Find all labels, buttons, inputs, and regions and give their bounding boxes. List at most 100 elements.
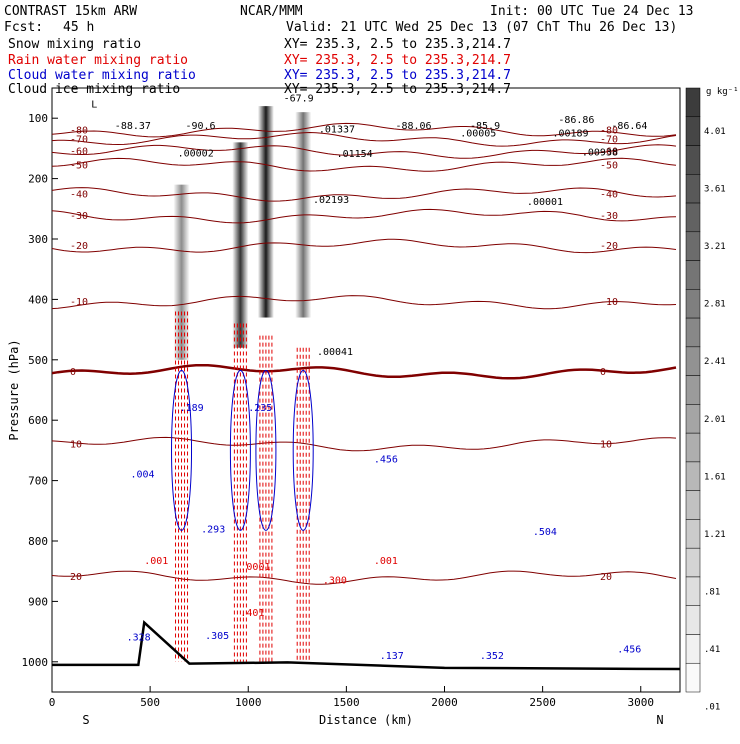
colorbar-unit: g kg⁻¹ bbox=[706, 87, 739, 97]
contour-annotation: .01154 bbox=[337, 149, 373, 160]
contour-annotation: .235 bbox=[248, 403, 272, 414]
contour-annotation: .305 bbox=[205, 631, 229, 642]
contour-annotation: -86.64 bbox=[611, 121, 647, 132]
isotherm-line bbox=[52, 363, 677, 380]
colorbar-tick-label: .01 bbox=[704, 702, 720, 712]
contour-annotation: .456 bbox=[374, 454, 398, 465]
field-range-rain: XY= 235.3, 2.5 to 235.3,214.7 bbox=[284, 53, 511, 68]
field-name-snow: Snow mixing ratio bbox=[8, 37, 141, 52]
fcst-label: Fcst: bbox=[4, 20, 43, 35]
valid-time: Valid: 21 UTC Wed 25 Dec 13 (07 ChT Thu … bbox=[286, 20, 677, 35]
isotherm-label: -50 bbox=[600, 160, 618, 171]
colorbar-segment bbox=[685, 432, 701, 463]
contour-annotation: -86.86 bbox=[558, 115, 594, 126]
isotherm-label: -40 bbox=[600, 189, 618, 200]
colorbar-tick-label: 3.21 bbox=[704, 242, 726, 252]
x-end-label-right: N bbox=[656, 713, 663, 727]
isotherm-line bbox=[52, 238, 677, 254]
model-title: CONTRAST 15km ARW bbox=[4, 4, 137, 19]
isotherm-label: -30 bbox=[70, 211, 88, 222]
x-end-label-left: S bbox=[82, 713, 89, 727]
isotherm-label: -60 bbox=[600, 146, 618, 157]
y-tick-label: 700 bbox=[28, 475, 48, 488]
field-name-rain: Rain water mixing ratio bbox=[8, 53, 188, 68]
isotherm-label: -10 bbox=[600, 297, 618, 308]
isotherm-label: -50 bbox=[70, 160, 88, 171]
field-range-snow: XY= 235.3, 2.5 to 235.3,214.7 bbox=[284, 37, 511, 52]
colorbar-tick-label: 2.01 bbox=[704, 415, 726, 425]
colorbar-tick-label: .41 bbox=[704, 645, 720, 655]
isotherm-label: 0 bbox=[70, 367, 76, 378]
colorbar-segment bbox=[685, 662, 701, 693]
colorbar-segment bbox=[685, 174, 701, 204]
colorbar-segment bbox=[685, 317, 701, 348]
isotherm-label: -70 bbox=[600, 134, 618, 145]
isotherm-label: -20 bbox=[70, 241, 88, 252]
colorbar-segment bbox=[685, 87, 701, 118]
colorbar-segment bbox=[685, 519, 701, 549]
isotherm-label: 10 bbox=[70, 439, 82, 450]
colorbar-segment bbox=[685, 461, 701, 491]
y-tick-label: 200 bbox=[28, 173, 48, 186]
isotherm-line bbox=[52, 295, 677, 310]
isotherm-label: 20 bbox=[70, 572, 82, 583]
snow-shading-column bbox=[257, 106, 274, 318]
init-time: Init: 00 UTC Tue 24 Dec 13 bbox=[490, 4, 694, 19]
plot-area: -80 -80-70 -70-60 -60-50 -50-40 -40-30 -30-20-… bbox=[52, 93, 680, 671]
contour-annotation: -67.9 bbox=[284, 93, 314, 104]
isotherm-line bbox=[52, 157, 677, 172]
contour-annotation: .00002 bbox=[178, 148, 214, 159]
x-axis-title: Distance (km) bbox=[319, 713, 413, 727]
terrain-line bbox=[52, 620, 680, 671]
colorbar-tick-label: .81 bbox=[704, 587, 720, 597]
colorbar-tick-label: 4.01 bbox=[704, 127, 726, 137]
contour-annotation: .01337 bbox=[319, 125, 355, 136]
colorbar: 4.01 3.61 3.21 2.81 2.41 2.01 1.61 1.21 .81 .41 .0… bbox=[685, 87, 726, 712]
x-tick-label: 2000 bbox=[431, 696, 458, 709]
isotherm-label: 10 bbox=[600, 439, 612, 450]
contour-annotation: .001 bbox=[144, 556, 168, 567]
x-tick-label: 2500 bbox=[529, 696, 556, 709]
contour-annotation: .0001 bbox=[240, 562, 270, 573]
contour-annotation: .001 bbox=[374, 556, 398, 567]
isotherm-label: 0 bbox=[600, 367, 606, 378]
isotherm-line bbox=[52, 208, 677, 224]
contour-annotation: -85.9 bbox=[470, 121, 500, 132]
isotherm-line bbox=[52, 187, 677, 202]
isotherm-label: -30 bbox=[600, 211, 618, 222]
isotherm-line bbox=[52, 570, 677, 585]
isotherm-label: 20 bbox=[600, 572, 612, 583]
contour-annotation: .456 bbox=[617, 645, 641, 656]
colorbar-tick-label: 2.41 bbox=[704, 357, 726, 367]
cloud-water-contour bbox=[292, 369, 314, 531]
snow-shading-column bbox=[173, 184, 190, 360]
contour-annotation: .352 bbox=[480, 651, 504, 662]
isotherm-label: -80 bbox=[70, 125, 88, 136]
isotherm-label: -20 bbox=[600, 241, 618, 252]
contour-annotation: .328 bbox=[127, 633, 151, 644]
contour-annotation: .004 bbox=[131, 470, 155, 481]
colorbar-segment bbox=[685, 547, 701, 578]
isotherm-label: -10 bbox=[70, 297, 88, 308]
colorbar-tick-label: 3.61 bbox=[704, 185, 726, 195]
isotherm-label: -40 bbox=[70, 189, 88, 200]
cloud-water-contour bbox=[229, 369, 251, 531]
colorbar-segment bbox=[685, 231, 701, 261]
isotherm-line bbox=[52, 436, 677, 452]
colorbar-segment bbox=[685, 404, 701, 434]
contour-annotation: .189 bbox=[180, 403, 204, 414]
colorbar-segment bbox=[685, 375, 701, 405]
contour-annotation: .00041 bbox=[317, 347, 353, 358]
contour-annotation: .300 bbox=[323, 575, 347, 586]
field-range-cloudice: XY= 235.3, 2.5 to 235.3,214.7 bbox=[284, 82, 511, 97]
x-tick-label: 1500 bbox=[333, 696, 360, 709]
colorbar-segment bbox=[685, 346, 701, 376]
isotherm-line bbox=[52, 122, 677, 138]
colorbar-segment bbox=[685, 289, 701, 319]
isotherm-line bbox=[52, 144, 677, 159]
colorbar-segment bbox=[685, 116, 701, 146]
y-tick-label: 100 bbox=[28, 112, 48, 125]
